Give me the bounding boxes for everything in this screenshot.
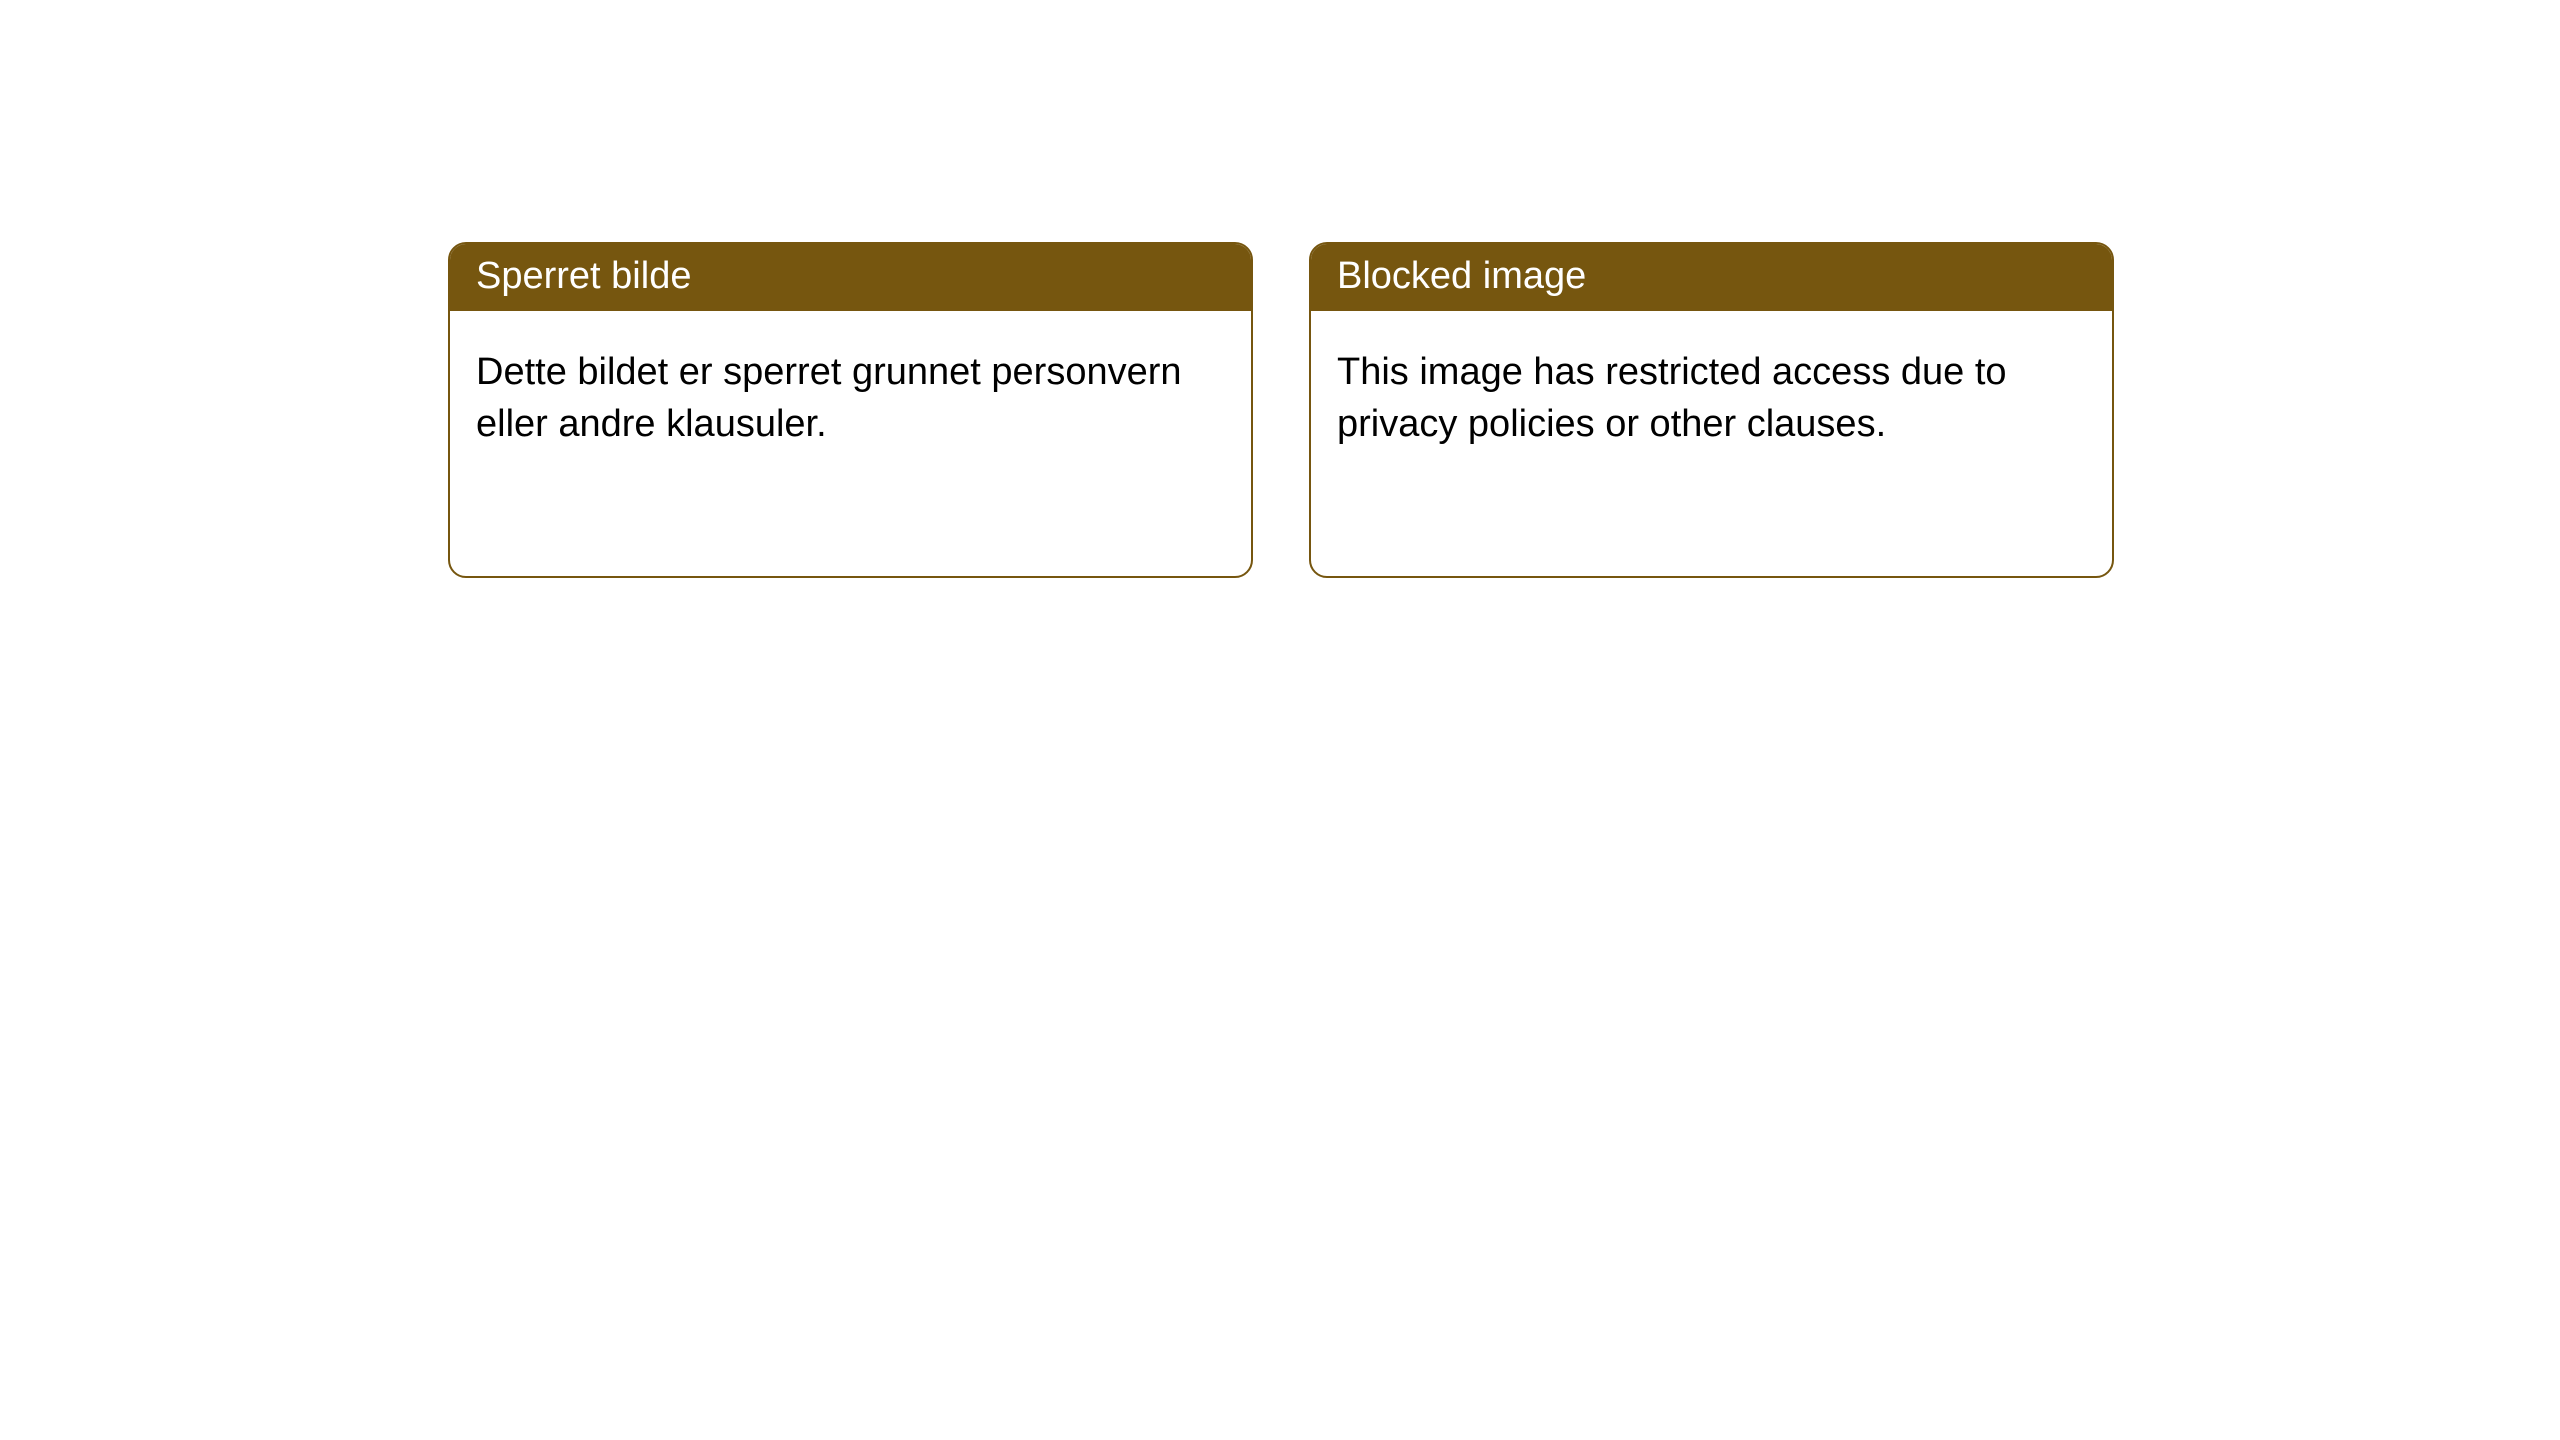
card-header: Sperret bilde xyxy=(450,244,1251,311)
blocked-image-card-norwegian: Sperret bilde Dette bildet er sperret gr… xyxy=(448,242,1253,578)
card-body: This image has restricted access due to … xyxy=(1311,311,2112,486)
card-title: Blocked image xyxy=(1337,255,1586,297)
card-body: Dette bildet er sperret grunnet personve… xyxy=(450,311,1251,486)
blocked-image-card-english: Blocked image This image has restricted … xyxy=(1309,242,2114,578)
notice-cards-container: Sperret bilde Dette bildet er sperret gr… xyxy=(0,0,2560,578)
card-title: Sperret bilde xyxy=(476,255,691,297)
card-body-text: Dette bildet er sperret grunnet personve… xyxy=(476,351,1182,444)
card-header: Blocked image xyxy=(1311,244,2112,311)
card-body-text: This image has restricted access due to … xyxy=(1337,351,2007,444)
